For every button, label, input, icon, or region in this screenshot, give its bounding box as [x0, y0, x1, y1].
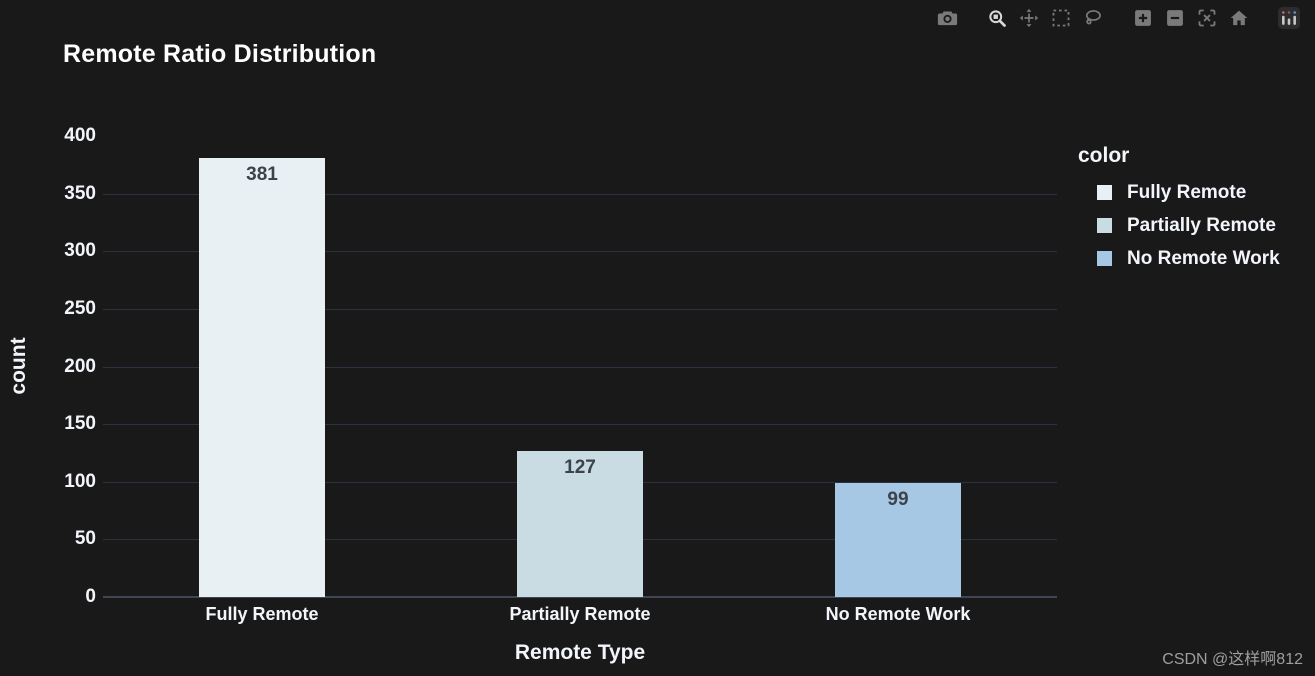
legend-items: Fully Remote Partially Remote No Remote Wo…	[1078, 176, 1280, 275]
gridline	[103, 424, 1057, 426]
modebar-group	[1127, 6, 1255, 30]
legend-swatch	[1097, 218, 1112, 233]
x-tick-label: No Remote Work	[825, 604, 971, 624]
legend-item-fully-remote[interactable]: Fully Remote	[1078, 176, 1280, 209]
x-tick-label: Partially Remote	[509, 604, 651, 624]
plotly-modebar	[931, 6, 1305, 30]
zoom-icon[interactable]	[983, 6, 1011, 30]
modebar-group	[1273, 6, 1305, 30]
csdn-watermark: CSDN @这样啊812	[1162, 651, 1303, 668]
y-tick-label: 50	[74, 528, 96, 550]
y-tick-label: 150	[64, 413, 96, 435]
pan-icon[interactable]	[1015, 6, 1043, 30]
bar-value-label: 127	[564, 456, 596, 478]
legend-item-label: Fully Remote	[1127, 181, 1247, 203]
chart-title: Remote Ratio Distribution	[63, 40, 377, 68]
y-tick-label: 250	[64, 297, 96, 319]
modebar-group	[981, 6, 1109, 30]
plotly-logo-icon[interactable]	[1275, 6, 1303, 30]
legend-title: color	[1078, 144, 1130, 167]
legend-swatch	[1097, 185, 1112, 200]
zoom-out-icon[interactable]	[1161, 6, 1189, 30]
bar-fully-remote[interactable]: 381	[199, 157, 325, 597]
gridline	[103, 193, 1057, 195]
bar-partially-remote[interactable]: 127	[517, 450, 643, 597]
bar-value-label: 99	[887, 488, 909, 510]
legend-item-label: Partially Remote	[1127, 214, 1276, 236]
y-tick-label: 350	[64, 182, 96, 204]
gridline	[103, 251, 1057, 253]
zoom-in-icon[interactable]	[1129, 6, 1157, 30]
plot-area: 381 127 99	[103, 136, 1057, 598]
legend-item-label: No Remote Work	[1127, 247, 1280, 269]
legend-item-partially-remote[interactable]: Partially Remote	[1078, 209, 1280, 242]
legend: color Fully Remote Partially Remote No Rem…	[1078, 144, 1280, 275]
y-tick-label: 400	[64, 125, 96, 146]
y-tick-label: 200	[64, 355, 96, 377]
reset-axes-icon[interactable]	[1225, 6, 1253, 30]
zero-line	[103, 596, 1057, 598]
y-tick-label: 300	[64, 240, 96, 262]
bar-no-remote-work[interactable]: 99	[835, 482, 961, 597]
legend-swatch	[1097, 251, 1112, 266]
x-axis-title: Remote Type	[514, 641, 646, 664]
lasso-select-icon[interactable]	[1079, 6, 1107, 30]
autoscale-icon[interactable]	[1193, 6, 1221, 30]
box-select-icon[interactable]	[1047, 6, 1075, 30]
camera-icon[interactable]	[933, 6, 961, 30]
y-tick-label: 0	[85, 586, 96, 607]
gridline	[103, 366, 1057, 368]
y-tick-label: 100	[64, 470, 96, 492]
modebar-group	[931, 6, 963, 30]
x-tick-label: Fully Remote	[205, 604, 319, 624]
gridline	[103, 308, 1057, 310]
legend-item-no-remote-work[interactable]: No Remote Work	[1078, 242, 1280, 275]
bar-value-label: 381	[246, 163, 278, 185]
